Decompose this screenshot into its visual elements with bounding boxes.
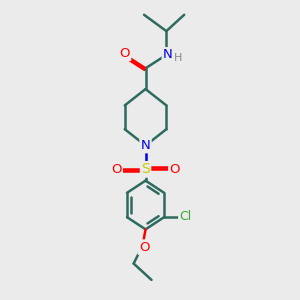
Text: O: O	[139, 241, 149, 254]
Text: S: S	[141, 162, 150, 176]
Text: N: N	[141, 139, 150, 152]
Text: O: O	[119, 47, 130, 60]
Text: O: O	[111, 163, 122, 176]
Text: N: N	[163, 48, 173, 62]
Text: H: H	[173, 53, 182, 64]
Text: O: O	[169, 163, 180, 176]
Text: Cl: Cl	[179, 210, 192, 223]
